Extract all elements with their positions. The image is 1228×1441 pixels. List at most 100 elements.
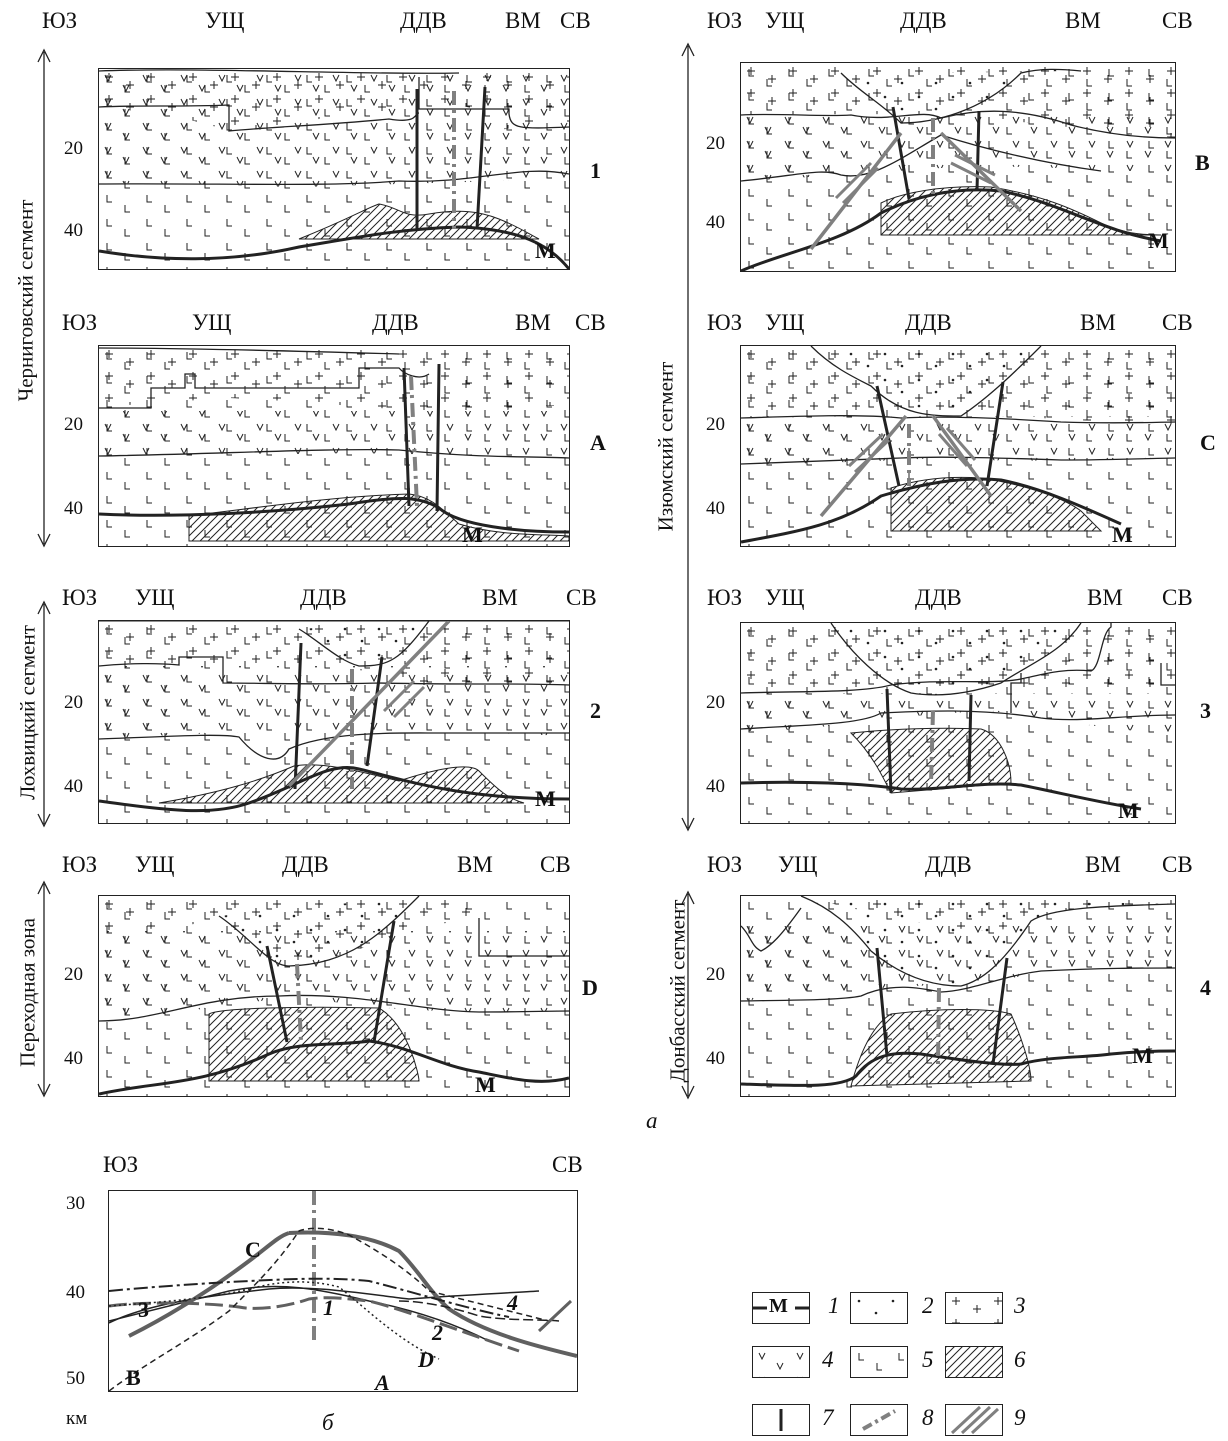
legend-swatch-lower-crust xyxy=(850,1346,908,1378)
panel-id-C: C xyxy=(1200,430,1216,455)
header-ddv: ДДВ xyxy=(925,852,972,877)
depth-tick-40: 40 xyxy=(64,1048,83,1069)
moho-profile-comparison xyxy=(108,1190,578,1392)
panel-id-D: D xyxy=(582,975,598,1000)
legend-number: 8 xyxy=(922,1405,934,1430)
depth-tick-20: 20 xyxy=(64,692,83,713)
legend-swatch-moho: M xyxy=(752,1292,810,1324)
header-ushch: УЩ xyxy=(765,8,805,33)
legend-swatch-axis-line xyxy=(850,1404,908,1436)
header-ddv: ДДВ xyxy=(905,310,952,335)
header-ushch: УЩ xyxy=(135,585,175,610)
header-ddv: ДДВ xyxy=(300,585,347,610)
partb-unit: км xyxy=(66,1408,88,1429)
legend-number: 5 xyxy=(922,1347,934,1372)
moho-label: M xyxy=(462,522,483,547)
header-ushch: УЩ xyxy=(135,852,175,877)
legend-number: 9 xyxy=(1014,1405,1026,1430)
legend-swatch-fault xyxy=(752,1404,810,1436)
moho-label: M xyxy=(535,786,556,811)
header-sw: ЮЗ xyxy=(707,8,743,33)
depth-tick-20: 20 xyxy=(706,414,725,435)
header-ne: СВ xyxy=(1162,585,1193,610)
section-panel-C xyxy=(740,345,1176,547)
header-ne: СВ xyxy=(1162,8,1193,33)
partb-y40: 40 xyxy=(66,1282,85,1303)
header-vm: ВМ xyxy=(505,8,541,33)
header-sw: ЮЗ xyxy=(707,310,743,335)
legend-number: 7 xyxy=(822,1405,834,1430)
header-ddv: ДДВ xyxy=(400,8,447,33)
legend-number: 1 xyxy=(828,1293,840,1318)
segment-label-donbass: Донбасский сегмент xyxy=(665,899,690,1083)
panel-id-A: A xyxy=(590,430,606,455)
partb-curve-D: D xyxy=(418,1347,434,1372)
header-vm: ВМ xyxy=(1087,585,1123,610)
header-sw: ЮЗ xyxy=(62,310,98,335)
partb-curve-C: C xyxy=(245,1237,261,1262)
header-ushch: УЩ xyxy=(778,852,818,877)
partb-ne: СВ xyxy=(552,1152,583,1177)
header-ddv: ДДВ xyxy=(915,585,962,610)
legend-swatch-upper-crust xyxy=(945,1292,1003,1324)
header-ne: СВ xyxy=(1162,852,1193,877)
header-ushch: УЩ xyxy=(192,310,232,335)
panel-id-1: 1 xyxy=(590,158,601,183)
legend-number: 3 xyxy=(1014,1293,1026,1318)
depth-tick-40: 40 xyxy=(64,220,83,241)
section-panel-1 xyxy=(98,68,570,270)
moho-label: M xyxy=(1132,1043,1153,1068)
depth-tick-20: 20 xyxy=(706,692,725,713)
legend-number: 6 xyxy=(1014,1347,1026,1372)
header-ddv: ДДВ xyxy=(282,852,329,877)
header-ushch: УЩ xyxy=(765,310,805,335)
depth-tick-40: 40 xyxy=(706,212,725,233)
header-sw: ЮЗ xyxy=(62,852,98,877)
header-vm: ВМ xyxy=(482,585,518,610)
header-sw: ЮЗ xyxy=(707,585,743,610)
header-ne: СВ xyxy=(540,852,571,877)
partb-curve-2: 2 xyxy=(432,1320,443,1345)
segment-extent-arrow xyxy=(681,42,695,832)
depth-tick-40: 40 xyxy=(706,776,725,797)
depth-tick-20: 20 xyxy=(706,133,725,154)
header-ddv: ДДВ xyxy=(372,310,419,335)
header-vm: ВМ xyxy=(1085,852,1121,877)
header-vm: ВМ xyxy=(457,852,493,877)
legend-swatch-middle-crust xyxy=(752,1346,810,1378)
legend-number: 4 xyxy=(822,1347,834,1372)
header-ushch: УЩ xyxy=(205,8,245,33)
header-vm: ВМ xyxy=(1080,310,1116,335)
segment-extent-arrow xyxy=(37,880,51,1098)
segment-extent-arrow xyxy=(37,600,51,828)
section-panel-2 xyxy=(98,620,570,824)
header-sw: ЮЗ xyxy=(707,852,743,877)
segment-label-lokhvitsa: Лохвицкий сегмент xyxy=(15,625,40,800)
legend-moho-symbol: M xyxy=(769,1295,788,1317)
segment-extent-arrow xyxy=(681,890,695,1100)
moho-label: M xyxy=(535,238,556,263)
depth-tick-40: 40 xyxy=(64,776,83,797)
depth-tick-40: 40 xyxy=(706,498,725,519)
panel-id-B: B xyxy=(1195,150,1210,175)
part-b-label: б xyxy=(322,1410,334,1435)
partb-curve-B: B xyxy=(126,1365,141,1390)
section-panel-4 xyxy=(740,895,1176,1097)
depth-tick-40: 40 xyxy=(706,1048,725,1069)
section-panel-D xyxy=(98,895,570,1097)
segment-extent-arrow xyxy=(37,48,51,548)
segment-label-izyum: Изюмский сегмент xyxy=(653,361,678,532)
legend-swatch-hatched-body xyxy=(945,1346,1003,1378)
moho-label: M xyxy=(1148,228,1169,253)
partb-curve-4: 4 xyxy=(507,1290,518,1315)
header-sw: ЮЗ xyxy=(42,8,78,33)
legend-swatch-shear-zone xyxy=(945,1404,1003,1436)
section-panel-3 xyxy=(740,622,1176,824)
moho-label: M xyxy=(1112,522,1133,547)
section-panel-B xyxy=(740,62,1176,272)
header-ddv: ДДВ xyxy=(900,8,947,33)
legend-number: 2 xyxy=(922,1293,934,1318)
section-panel-A xyxy=(98,345,570,547)
panel-id-3: 3 xyxy=(1200,698,1211,723)
depth-tick-20: 20 xyxy=(64,414,83,435)
